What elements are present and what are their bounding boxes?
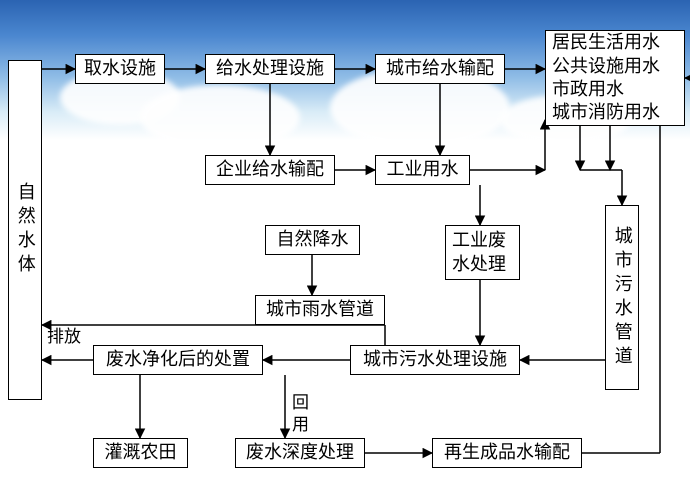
node-reclaimed: 再生成品水输配 (432, 438, 582, 468)
label-discharge: 排放 (47, 322, 81, 347)
node-intake: 取水设施 (75, 54, 165, 84)
node-rain_pipe: 城市雨水管道 (255, 295, 385, 325)
node-ind_water: 工业用水 (375, 155, 470, 185)
node-sewer: 城市污水管道 (605, 205, 639, 390)
node-post_purify: 废水净化后的处置 (93, 345, 263, 375)
node-ww_treat: 城市污水处理设施 (350, 345, 520, 375)
node-irrigate: 灌溉农田 (93, 438, 188, 468)
node-natural_water: 自然水体 (8, 60, 42, 400)
node-deep_treat: 废水深度处理 (235, 438, 365, 468)
node-supply_treat: 给水处理设施 (205, 54, 335, 84)
node-ind_waste: 工业废水处理 (445, 225, 520, 280)
node-ent_supply: 企业给水输配 (205, 155, 335, 185)
node-rain: 自然降水 (265, 225, 360, 255)
label-reuse-2: 用 (292, 410, 309, 435)
node-city_supply: 城市给水输配 (375, 54, 505, 84)
node-users: 居民生活用水公共设施用水市政用水城市消防用水 (545, 30, 685, 126)
